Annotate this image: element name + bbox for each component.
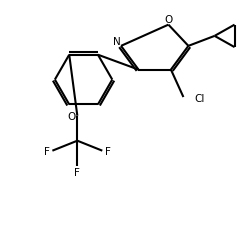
- Text: F: F: [74, 167, 80, 177]
- Text: Cl: Cl: [195, 94, 205, 104]
- Text: O: O: [68, 111, 76, 121]
- Text: N: N: [113, 37, 120, 47]
- Text: F: F: [44, 146, 50, 156]
- Text: O: O: [164, 15, 173, 25]
- Text: F: F: [105, 146, 111, 156]
